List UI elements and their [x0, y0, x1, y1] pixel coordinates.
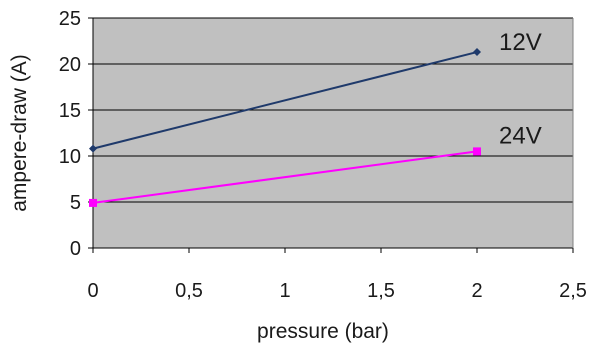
x-tick-label: 1: [279, 280, 290, 302]
series-label-24V: 24V: [499, 122, 542, 149]
x-tick-label: 2,5: [559, 280, 587, 302]
y-tick-label: 5: [70, 192, 81, 214]
y-tick-label: 20: [59, 54, 81, 76]
x-tick-label: 0,5: [175, 280, 203, 302]
series-label-12V: 12V: [499, 29, 542, 56]
data-point-24V: [473, 147, 481, 155]
y-axis-title: ampere-draw (A): [8, 54, 31, 212]
y-tick-label: 25: [59, 8, 81, 30]
x-tick-labels: 0 0,5 1 1,5 2 2,5: [87, 248, 586, 302]
y-tick-label: 15: [59, 100, 81, 122]
x-tick-label: 2: [471, 280, 482, 302]
y-tick-labels: 0 5 10 15 20 25: [59, 8, 81, 260]
data-point-24V: [89, 199, 97, 207]
x-tick-label: 0: [87, 280, 98, 302]
y-tick-label: 10: [59, 146, 81, 168]
y-tick-label: 0: [70, 238, 81, 260]
x-axis-title: pressure (bar): [257, 320, 389, 343]
x-tick-label: 1,5: [367, 280, 395, 302]
